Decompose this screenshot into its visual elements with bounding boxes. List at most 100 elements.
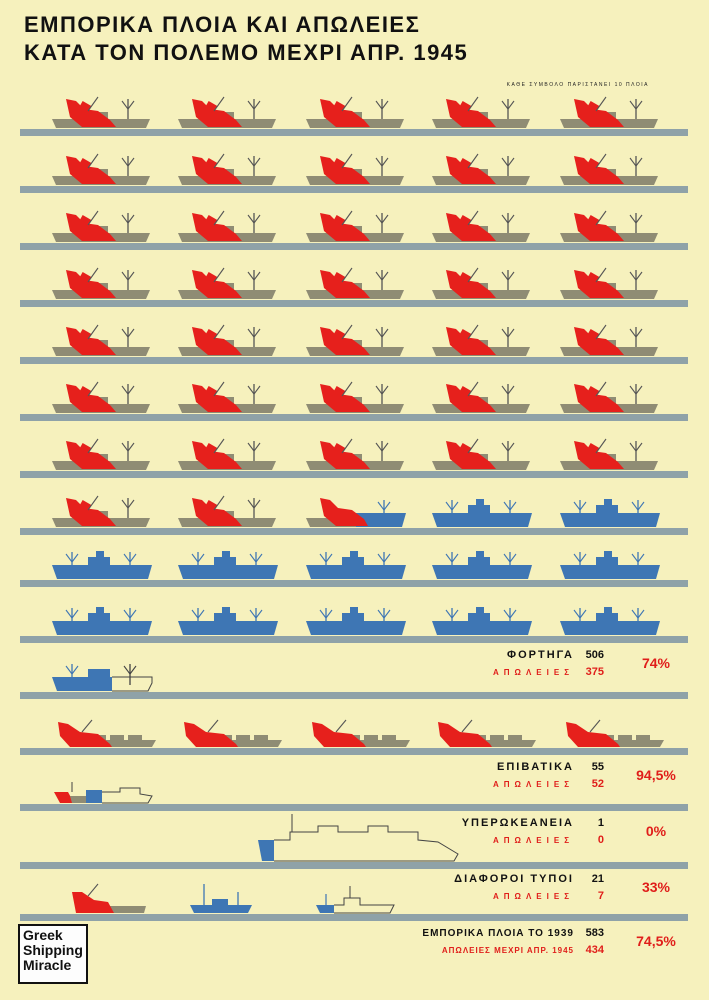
category-losses: 52 <box>592 778 604 790</box>
category-total: 21 <box>592 873 604 885</box>
cargo-ship-lost <box>52 495 150 527</box>
category-losses: 7 <box>598 890 604 902</box>
waterline-9 <box>20 580 688 587</box>
cargo-ship-lost <box>560 381 658 413</box>
category-loss-label: ΑΠΩΛΕΙΕΣ <box>493 780 574 789</box>
category-loss-label: ΑΠΩΛΕΙΕΣ <box>493 668 574 677</box>
cargo-ship-lost <box>306 210 404 242</box>
waterline-4 <box>20 300 688 307</box>
category-total: 55 <box>592 761 604 773</box>
cargo-ship-lost <box>560 153 658 185</box>
cargo-ship-afloat <box>306 607 406 635</box>
cargo-ship-lost <box>52 210 150 242</box>
passenger-ship-lost <box>184 719 282 747</box>
passenger-ship-lost <box>58 719 156 747</box>
waterline-14 <box>20 862 688 869</box>
cargo-ship-lost <box>178 153 276 185</box>
category-labels: ΦΟΡΤΗΓΑ ΑΠΩΛΕΙΕΣ 506 375 74% ΕΠΙΒΑΤΙΚΑ ΑΠΩΛΕΙΕ… <box>422 649 676 956</box>
cargo-ship-lost <box>306 381 404 413</box>
cargo-ship-lost <box>178 324 276 356</box>
category-loss-label: ΑΠΩΛΕΙΕΣ <box>493 836 574 845</box>
cargo-ship-lost <box>432 381 530 413</box>
cargo-ship-lost <box>432 96 530 128</box>
cargo-ship-lost <box>178 438 276 470</box>
cargo-ship-afloat <box>432 499 532 527</box>
cargo-ship-lost <box>306 324 404 356</box>
waterline-10 <box>20 636 688 643</box>
category-losses: 375 <box>586 666 604 678</box>
cargo-ship-lost <box>560 210 658 242</box>
logo-line-2: Shipping <box>23 942 83 958</box>
totals-losses: 434 <box>586 944 605 956</box>
category-name: ΦΟΡΤΗΓΑ <box>507 649 574 661</box>
logo-line-1: Greek <box>23 927 63 943</box>
waterline-2 <box>20 186 688 193</box>
waterline-13 <box>20 804 688 811</box>
cargo-ship-lost <box>52 153 150 185</box>
passenger-ship-lost <box>438 719 536 747</box>
misc-ship-partial <box>316 886 395 914</box>
cargo-ship-afloat <box>306 551 406 579</box>
category-name: ΔΙΑΦΟΡΟΙ ΤΥΠΟΙ <box>454 873 574 885</box>
misc-ship-afloat <box>190 884 252 913</box>
cargo-ship-lost <box>178 495 276 527</box>
cargo-ship-lost <box>560 438 658 470</box>
totals-loss-label: ΑΠΩΛΕΙΕΣ ΜΕΧΡΙ ΑΠΡ. 1945 <box>442 946 574 955</box>
passenger-ship-lost <box>312 719 410 747</box>
totals-loss-percent: 74,5% <box>636 933 676 949</box>
waterline-11 <box>20 692 688 699</box>
title-line-2: ΚΑΤΑ ΤΟΝ ΠΟΛΕΜΟ ΜΕΧΡΙ ΑΠΡ. 1945 <box>24 40 469 65</box>
cargo-ship-afloat <box>560 607 660 635</box>
category-name: ΕΠΙΒΑΤΙΚΑ <box>497 761 574 773</box>
category-loss-percent: 94,5% <box>636 767 676 783</box>
cargo-ship-lost <box>52 381 150 413</box>
category-loss-percent: 33% <box>642 879 671 895</box>
cargo-ship-afloat <box>432 607 532 635</box>
cargo-ship-lost <box>52 438 150 470</box>
scale-note: ΚΑΘΕ ΣΥΜΒΟΛΟ ΠΑΡΙΣΤΑΝΕΙ 10 ΠΛΟΙΑ <box>506 82 649 88</box>
category-loss-label: ΑΠΩΛΕΙΕΣ <box>493 892 574 901</box>
totals-total: 583 <box>586 927 604 939</box>
category-total: 1 <box>598 817 604 829</box>
cargo-ship-lost <box>560 267 658 299</box>
waterline-5 <box>20 357 688 364</box>
cargo-ship-partial-loss <box>306 498 406 527</box>
cargo-ship-lost <box>432 324 530 356</box>
cargo-ship-lost <box>306 96 404 128</box>
category-name: ΥΠΕΡΩΚΕΑΝΕΙΑ <box>462 817 574 829</box>
cargo-ship-lost <box>178 381 276 413</box>
cargo-ship-lost <box>306 438 404 470</box>
passenger-ship-partial <box>54 782 153 804</box>
waterline-8 <box>20 528 688 535</box>
cargo-ship-afloat <box>52 551 152 579</box>
cargo-ship-lost <box>306 267 404 299</box>
passenger-ship-lost <box>566 719 664 747</box>
cargo-ship-lost <box>52 267 150 299</box>
cargo-ship-lost <box>432 438 530 470</box>
totals-label: ΕΜΠΟΡΙΚΑ ΠΛΟΙΑ ΤΟ 1939 <box>422 928 574 939</box>
category-total: 506 <box>586 649 604 661</box>
cargo-ship-afloat <box>178 607 278 635</box>
title-line-1: ΕΜΠΟΡΙΚΑ ΠΛΟΙΑ ΚΑΙ ΑΠΩΛΕΙΕΣ <box>24 12 421 37</box>
logo-line-3: Miracle <box>23 957 72 973</box>
category-loss-percent: 0% <box>646 823 667 839</box>
cargo-ship-lost <box>306 153 404 185</box>
waterline-12 <box>20 748 688 755</box>
ship-symbols <box>52 96 664 914</box>
logo-badge: Greek Shipping Miracle <box>18 924 88 984</box>
cargo-ship-afloat <box>560 499 660 527</box>
cargo-ship-afloat <box>432 551 532 579</box>
waterline-15 <box>20 914 688 921</box>
cargo-ship-lost <box>52 324 150 356</box>
cargo-ship-lost <box>52 96 150 128</box>
cargo-ship-lost <box>178 267 276 299</box>
waterline-6 <box>20 414 688 421</box>
cargo-ship-afloat <box>52 607 152 635</box>
waterline-7 <box>20 471 688 478</box>
cargo-ship-lost <box>432 153 530 185</box>
waterline-3 <box>20 243 688 250</box>
cargo-ship-afloat <box>178 551 278 579</box>
cargo-ship-lost <box>560 96 658 128</box>
waterlines <box>20 129 688 921</box>
